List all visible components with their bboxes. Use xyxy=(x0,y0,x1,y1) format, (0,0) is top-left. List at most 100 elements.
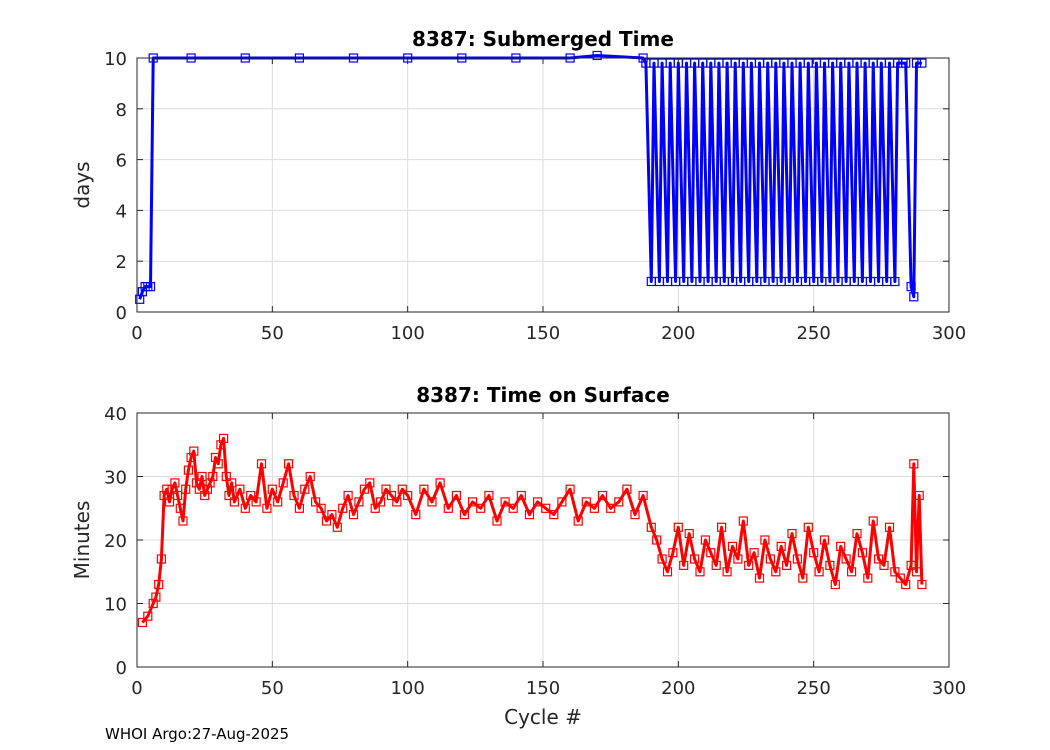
data-point-marker xyxy=(711,560,721,571)
data-point-marker xyxy=(267,484,277,494)
data-point-marker xyxy=(901,579,911,590)
series-line xyxy=(141,436,924,624)
data-point-marker xyxy=(311,497,321,507)
data-point-marker xyxy=(148,598,158,609)
data-point-marker xyxy=(573,516,583,526)
data-point-marker xyxy=(173,490,183,501)
x-tick-label: 250 xyxy=(796,678,830,699)
data-point-marker xyxy=(909,292,919,302)
data-point-marker xyxy=(901,58,911,68)
y-tick-label: 4 xyxy=(116,201,127,222)
data-point-marker xyxy=(749,548,759,558)
data-point-marker xyxy=(879,560,889,571)
x-tick-label: 150 xyxy=(526,678,560,699)
data-point-marker xyxy=(846,567,857,577)
data-point-marker xyxy=(884,522,895,532)
data-point-marker xyxy=(459,510,470,520)
data-point-marker xyxy=(305,471,315,482)
data-point-marker xyxy=(819,535,830,545)
data-point-marker xyxy=(917,579,927,590)
x-tick-label: 50 xyxy=(261,323,284,344)
data-point-marker xyxy=(914,490,924,501)
data-point-marker xyxy=(427,497,437,507)
data-point-marker xyxy=(162,484,172,494)
data-point-marker xyxy=(197,471,207,482)
x-tick-label: 0 xyxy=(131,323,142,344)
data-point-marker xyxy=(679,560,689,571)
data-point-marker xyxy=(516,490,526,501)
data-point-marker xyxy=(673,522,683,532)
data-point-marker xyxy=(397,484,407,494)
x-tick-label: 300 xyxy=(932,678,966,699)
data-point-marker xyxy=(316,503,326,513)
data-point-marker xyxy=(557,497,567,507)
data-point-marker xyxy=(354,497,364,507)
data-point-marker xyxy=(911,58,922,68)
data-point-marker xyxy=(476,503,486,513)
data-point-marker xyxy=(657,554,667,564)
data-point-marker xyxy=(343,490,353,501)
x-tick-label: 250 xyxy=(796,323,830,344)
data-point-marker xyxy=(911,567,922,577)
chart-time-on-surface: 0 50 100 150 200 250 300 0 10 20 30 40 8387: Time … xyxy=(70,383,966,729)
data-point-marker xyxy=(695,567,705,577)
chart-title: 8387: Submerged Time xyxy=(412,27,674,51)
data-point-marker xyxy=(830,579,840,590)
data-point-marker xyxy=(156,554,166,564)
x-axis: 0 50 100 150 200 250 300 xyxy=(131,58,966,344)
data-point-marker xyxy=(706,548,716,558)
data-point-marker xyxy=(278,478,288,488)
data-point-marker xyxy=(159,490,169,501)
data-point-marker xyxy=(727,541,738,552)
chart-series xyxy=(135,50,927,304)
data-point-marker xyxy=(722,567,732,577)
data-point-marker xyxy=(484,490,494,501)
data-point-marker xyxy=(906,282,916,292)
data-point-marker xyxy=(492,516,502,526)
data-point-marker xyxy=(646,522,656,532)
y-axis-label: Minutes xyxy=(70,501,94,580)
y-axis: 0 2 4 6 8 10 xyxy=(104,49,949,324)
data-point-marker xyxy=(798,573,808,583)
data-point-marker xyxy=(500,497,510,507)
data-point-marker xyxy=(284,459,294,469)
data-point-marker xyxy=(508,503,518,513)
data-point-marker xyxy=(273,497,283,507)
data-point-marker xyxy=(294,503,304,513)
data-point-marker xyxy=(219,433,229,443)
data-point-marker xyxy=(468,497,478,507)
y-tick-label: 8 xyxy=(116,100,127,121)
data-point-marker xyxy=(189,446,199,456)
footer-stamp: WHOI Argo:27-Aug-2025 xyxy=(105,725,290,743)
chart-submerged-time: 0 50 100 150 200 250 300 0 2 4 6 8 10 8387: Submerg… xyxy=(70,27,966,344)
data-point-marker xyxy=(327,510,337,520)
y-tick-label: 10 xyxy=(104,49,127,70)
data-point-marker xyxy=(760,535,770,545)
data-point-marker xyxy=(652,535,662,545)
data-point-marker xyxy=(738,516,748,526)
x-tick-label: 100 xyxy=(390,323,424,344)
x-tick-label: 100 xyxy=(390,678,424,699)
series-line xyxy=(138,54,922,300)
data-point-marker xyxy=(359,484,369,494)
data-point-marker xyxy=(541,503,551,513)
data-point-marker xyxy=(235,484,245,494)
data-point-marker xyxy=(246,490,256,501)
data-point-marker xyxy=(392,497,402,507)
data-point-marker xyxy=(781,560,792,571)
data-point-marker xyxy=(868,516,878,526)
data-point-marker xyxy=(381,484,391,494)
data-point-marker xyxy=(863,573,873,583)
data-point-marker xyxy=(630,510,640,520)
data-point-marker xyxy=(890,276,900,287)
y-axis: 0 10 20 30 40 xyxy=(104,404,949,679)
data-point-marker xyxy=(668,548,678,558)
data-point-marker xyxy=(170,478,180,488)
data-point-marker xyxy=(852,528,862,539)
data-point-marker xyxy=(167,484,177,494)
data-point-marker xyxy=(256,459,267,469)
data-point-marker xyxy=(403,490,413,501)
data-point-marker xyxy=(803,522,813,532)
x-tick-label: 50 xyxy=(261,678,284,699)
data-point-marker xyxy=(200,490,210,501)
